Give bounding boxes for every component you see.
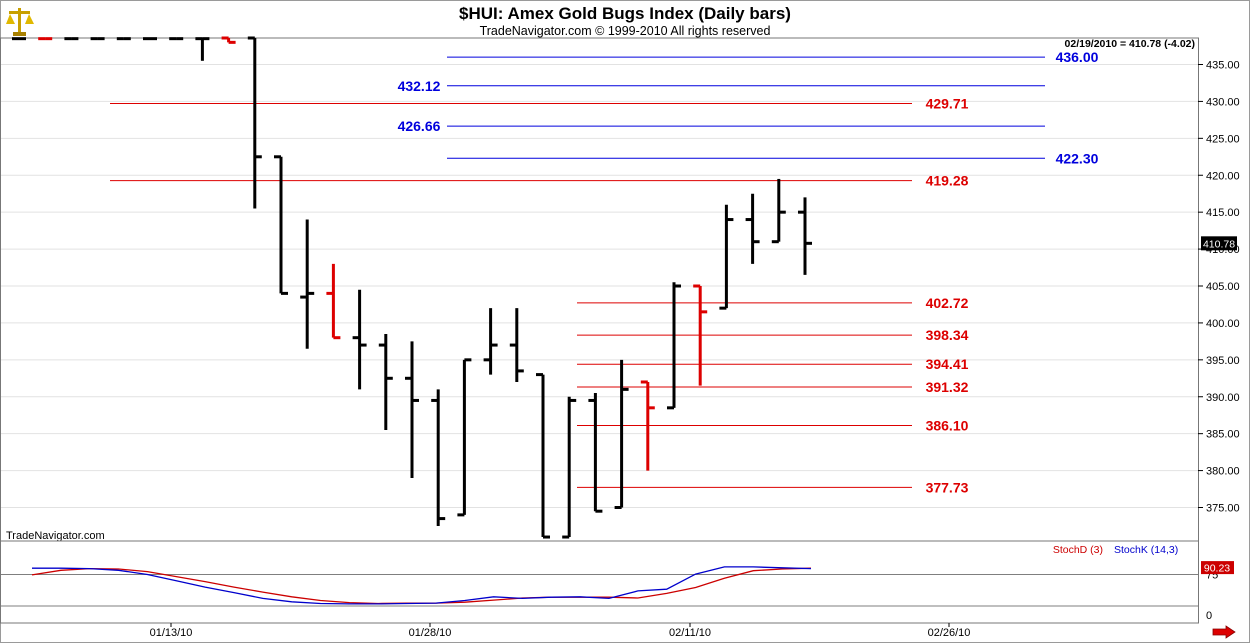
y-tick-label: 415.00: [1206, 207, 1240, 219]
stoch-legend: StochD (3) StochK (14,3): [1053, 544, 1178, 556]
ohlc-bar: [64, 37, 79, 41]
ohlc-bar: [274, 155, 288, 295]
level-label: 432.12: [398, 78, 441, 94]
last-price-value: 410.78: [1203, 238, 1235, 250]
y-tick-label: 375.00: [1206, 503, 1240, 515]
stoch-tick-label: 0: [1206, 610, 1212, 622]
y-tick-label: 425.00: [1206, 133, 1240, 145]
ohlc-bar: [771, 178, 786, 244]
ohlc-bar: [588, 393, 603, 513]
stoch-last-tag: 90.23: [1201, 561, 1234, 575]
ohlc-bar: [169, 37, 184, 41]
ohlc-bar: [693, 284, 708, 386]
ohlc-bar: [483, 308, 498, 375]
watermark: TradeNavigator.com: [6, 530, 105, 542]
ohlc-bar: [667, 282, 681, 410]
level-label: 391.32: [926, 379, 969, 395]
stoch-pane: [0, 540, 1199, 624]
stoch-series-line: [32, 566, 812, 605]
date-axis: 01/13/10 01/28/10 02/11/10 02/26/10: [150, 623, 971, 639]
last-price-tag: 410.78: [1201, 236, 1237, 251]
y-tick-label: 420.00: [1206, 170, 1240, 182]
price-bars: [12, 36, 812, 539]
y-tick-label: 390.00: [1206, 392, 1240, 404]
x-tick-label: 02/26/10: [928, 627, 971, 639]
level-label: 429.71: [926, 96, 969, 112]
y-tick-label: 380.00: [1206, 466, 1240, 478]
ohlc-bar: [247, 36, 262, 209]
ohlc-bar: [405, 341, 419, 478]
ohlc-bar: [12, 37, 26, 41]
stoch-last-value: 90.23: [1204, 563, 1230, 575]
ohlc-bar: [300, 219, 315, 349]
ohlc-bar: [116, 37, 131, 41]
y-tick-label: 405.00: [1206, 281, 1240, 293]
level-label: 426.66: [398, 118, 441, 134]
stoch-grid: [1, 574, 1198, 607]
level-label: 436.00: [1056, 49, 1099, 65]
legend-stochd: StochD (3): [1053, 544, 1103, 556]
stoch-lines: [31, 566, 812, 605]
y-tick-label: 435.00: [1206, 60, 1240, 72]
x-tick-label: 01/13/10: [150, 627, 193, 639]
ohlc-bar: [352, 289, 367, 390]
y-tick-label: 400.00: [1206, 318, 1240, 330]
level-label: 419.28: [926, 173, 969, 189]
y-tick-label: 385.00: [1206, 429, 1240, 441]
ohlc-bar: [457, 358, 472, 517]
ohlc-bar: [431, 389, 446, 526]
fib-levels: 436.00 432.12 429.71 426.66 422.30 419.28 402.…: [110, 49, 1099, 495]
chart-subtitle: TradeNavigator.com © 1999-2010 All right…: [480, 24, 771, 38]
x-tick-label: 02/11/10: [669, 627, 711, 639]
ohlc-bar: [143, 37, 157, 41]
ohlc-bar: [378, 333, 393, 430]
legend-stochk: StochK (14,3): [1114, 544, 1178, 556]
ohlc-bar: [509, 308, 524, 382]
last-bar-label: 02/19/2010 = 410.78 (-4.02): [1065, 38, 1195, 50]
x-tick-label: 01/28/10: [409, 627, 452, 639]
level-label: 377.73: [926, 479, 969, 495]
ohlc-bar: [326, 263, 341, 340]
ohlc-bar: [640, 380, 655, 471]
level-label: 386.10: [926, 418, 969, 434]
ohlc-bar: [719, 204, 734, 310]
ohlc-bar: [614, 359, 629, 509]
ohlc-bar: [195, 37, 210, 61]
ohlc-bar: [536, 373, 550, 539]
ohlc-bar: [745, 193, 760, 264]
level-label: 402.72: [926, 295, 969, 311]
ohlc-bar: [562, 396, 577, 539]
red-right-arrow-icon[interactable]: [1212, 625, 1236, 639]
ohlc-bar: [221, 36, 236, 44]
y-tick-label: 395.00: [1206, 355, 1240, 367]
ohlc-bar: [38, 37, 53, 41]
level-label: 422.30: [1056, 150, 1099, 166]
level-label: 394.41: [926, 356, 969, 372]
level-label: 398.34: [926, 327, 969, 343]
scales-icon: [6, 8, 34, 36]
price-grid: [1, 64, 1198, 508]
chart-title: $HUI: Amex Gold Bugs Index (Daily bars): [459, 4, 791, 23]
ohlc-bar: [90, 37, 105, 41]
y-tick-label: 430.00: [1206, 96, 1240, 108]
ohlc-bar: [798, 197, 812, 275]
